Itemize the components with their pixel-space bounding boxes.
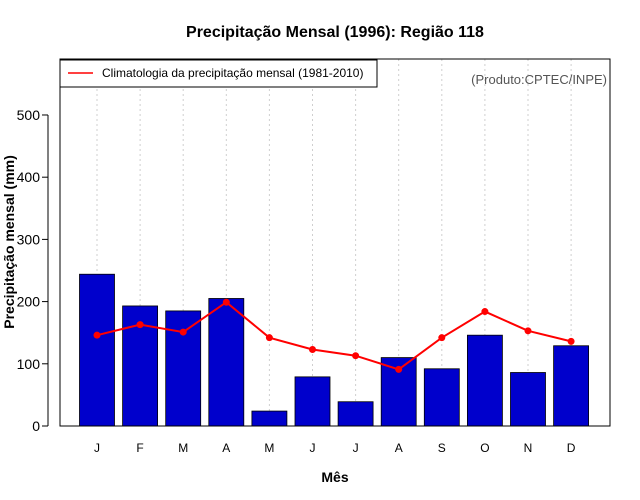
y-tick-label-4: 400 — [17, 169, 41, 185]
climatology-point-0 — [93, 331, 101, 339]
x-tick-label-5: J — [310, 441, 316, 455]
y-axis-label: Precipitação mensal (mm) — [1, 155, 17, 329]
climatology-point-8 — [438, 334, 446, 342]
bar-9 — [466, 334, 503, 427]
x-tick-label-11: D — [567, 441, 576, 455]
bar-3 — [208, 298, 245, 427]
x-tick-label-3: A — [222, 441, 230, 455]
climatology-series — [93, 298, 575, 373]
chart-title: Precipitação Mensal (1996): Região 118 — [186, 24, 484, 41]
climatology-point-6 — [352, 352, 360, 360]
y-tick-label-3: 300 — [17, 231, 41, 247]
x-tick-label-10: N — [524, 441, 533, 455]
plot-frame — [59, 58, 611, 427]
y-tick-label-2: 200 — [17, 294, 41, 310]
climatology-point-9 — [481, 308, 489, 316]
legend-box — [59, 59, 378, 88]
bar-series — [79, 273, 589, 427]
x-tick-label-2: M — [178, 441, 188, 455]
x-tick-label-0: J — [94, 441, 100, 455]
climatology-point-2 — [179, 328, 187, 336]
bar-0 — [79, 273, 115, 427]
y-tick-label-5: 500 — [17, 107, 41, 123]
bar-10 — [510, 372, 546, 427]
climatology-point-5 — [309, 345, 316, 353]
bar-4 — [251, 410, 288, 427]
bar-6 — [337, 401, 374, 427]
climatology-point-7 — [395, 365, 403, 373]
climatology-point-3 — [222, 298, 230, 306]
x-tick-label-1: F — [136, 441, 143, 455]
legend: Climatologia da precipitação mensal (198… — [59, 59, 378, 88]
bar-2 — [165, 310, 202, 427]
y-tick-label-0: 0 — [32, 418, 40, 434]
x-tick-label-9: O — [480, 441, 489, 455]
x-axis-label: Mês — [321, 469, 348, 485]
bar-8 — [423, 368, 460, 427]
source-annotation: (Produto:CPTEC/INPE) — [471, 72, 607, 87]
y-axis: 0 100 200 300 400 500 — [17, 107, 49, 434]
bar-11 — [553, 345, 589, 427]
x-tick-label-7: A — [395, 441, 403, 455]
x-tick-label-4: M — [264, 441, 274, 455]
y-tick-label-1: 100 — [17, 356, 41, 372]
climatology-line — [96, 300, 572, 371]
legend-label: Climatologia da precipitação mensal (198… — [102, 66, 363, 80]
climatology-point-1 — [136, 321, 144, 329]
bar-5 — [294, 376, 331, 427]
climatology-point-4 — [265, 334, 273, 342]
x-tick-label-8: S — [438, 441, 446, 455]
x-tick-label-6: J — [353, 441, 359, 455]
climatology-point-11 — [567, 337, 575, 345]
climatology-point-10 — [524, 327, 532, 335]
